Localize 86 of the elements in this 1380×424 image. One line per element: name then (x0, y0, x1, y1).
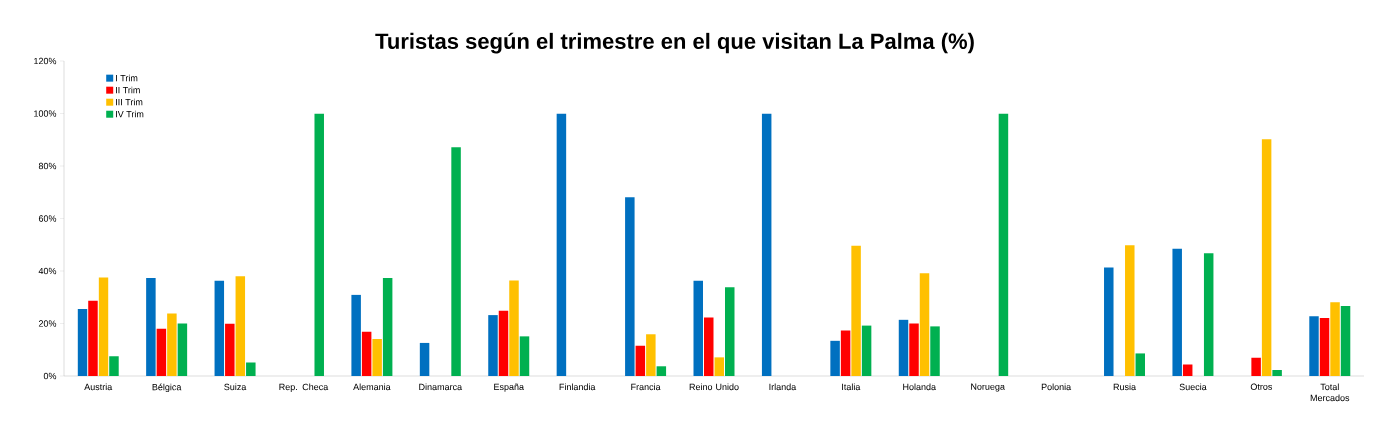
bar (77, 309, 88, 376)
bar (1309, 316, 1319, 376)
bar (1104, 267, 1114, 376)
bar (840, 330, 851, 376)
x-tick-label: Otros (1250, 383, 1273, 390)
bar (451, 147, 461, 376)
bar (1203, 253, 1214, 376)
legend-label: I Trim (116, 74, 138, 82)
bar (167, 313, 177, 376)
bar (861, 325, 872, 376)
x-tick-label: Finlandia (559, 383, 596, 391)
bar (1125, 245, 1135, 376)
x-tick-label: Bélgica (152, 383, 182, 393)
x-tick-label: Austria (84, 383, 113, 391)
bar (919, 273, 930, 376)
y-tick-label: 60% (38, 215, 57, 222)
legend-label: IV Trim (116, 110, 144, 118)
legend-label: II Trim (116, 86, 140, 94)
bar (693, 280, 703, 376)
bar (635, 345, 646, 376)
bar (419, 342, 430, 376)
bar (1272, 369, 1282, 376)
bar (704, 317, 714, 376)
x-tick-label: Total Mercados (1310, 383, 1350, 402)
bar (898, 319, 909, 376)
y-tick-label: 40% (38, 267, 57, 275)
bar (225, 323, 235, 376)
x-tick-label: Irlanda (769, 383, 797, 391)
bar (1261, 139, 1272, 376)
bar (625, 197, 635, 376)
x-tick-label: Suecia (1179, 383, 1207, 391)
bar (761, 113, 772, 376)
bar (488, 315, 498, 376)
x-tick-label: Francia (631, 383, 661, 391)
x-tick-label: Polonia (1041, 383, 1072, 391)
y-tick-label: 80% (38, 162, 57, 170)
bar (725, 287, 735, 376)
bar (235, 276, 246, 376)
bar (1251, 357, 1261, 376)
bar (314, 113, 324, 376)
bar (1319, 317, 1330, 376)
x-tick-label: Reino Unido (689, 383, 739, 391)
bar (98, 277, 109, 376)
bar (556, 113, 567, 376)
bar (830, 340, 840, 376)
bar (361, 331, 372, 376)
legend-label: III Trim (116, 98, 143, 106)
bar (656, 366, 667, 376)
y-tick-label: 100% (34, 110, 57, 117)
x-tick-label: Suiza (224, 383, 247, 391)
x-tick-label: Dinamarca (419, 383, 463, 391)
chart-title: Turistas según el trimestre en el que visitan La Palma (%) (375, 32, 974, 54)
x-tick-label: Rusia (1113, 383, 1137, 391)
x-tick-label: Alemania (353, 383, 391, 391)
bar (109, 356, 119, 376)
bar (88, 300, 98, 376)
bar (498, 310, 509, 376)
x-tick-label: Holanda (903, 383, 937, 391)
bar (156, 328, 167, 376)
bar (1182, 364, 1193, 376)
bar (714, 357, 724, 376)
bar (1330, 302, 1340, 376)
bar (1135, 353, 1146, 376)
bar (930, 326, 940, 376)
bar (1172, 248, 1182, 376)
bar (246, 362, 256, 376)
bar (519, 336, 530, 376)
y-tick-label: 120% (34, 57, 57, 65)
bar (214, 280, 225, 376)
x-tick-label: Noruega (971, 383, 1005, 392)
bar (1340, 305, 1351, 376)
y-tick-label: 0% (43, 372, 57, 380)
bar (372, 338, 382, 376)
bar (998, 113, 1009, 376)
y-tick-label: 20% (38, 320, 57, 327)
bar (851, 245, 861, 376)
bar (382, 278, 393, 376)
bar (909, 323, 919, 376)
x-tick-label: Italia (842, 383, 861, 391)
x-tick-label: España (494, 383, 524, 392)
bar (177, 323, 188, 376)
bar (146, 278, 156, 376)
bar (351, 294, 361, 376)
bar (646, 334, 656, 376)
x-tick-label: Rep. Checa (279, 383, 329, 392)
bar (509, 280, 519, 376)
